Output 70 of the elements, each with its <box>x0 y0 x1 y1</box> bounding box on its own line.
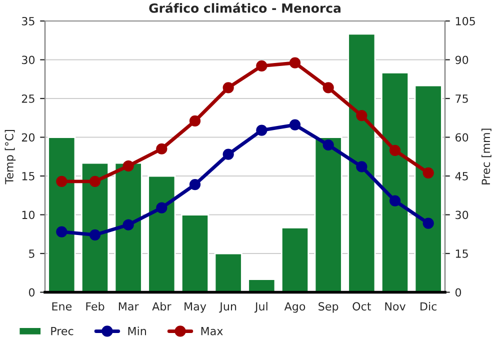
bar <box>348 33 376 292</box>
bar <box>280 226 310 292</box>
x-tick-label: May <box>184 302 206 313</box>
y-tick-label: 5 <box>29 250 34 258</box>
y2-tick-label: 90 <box>455 56 468 64</box>
y-tick-label: 35 <box>22 16 34 26</box>
point <box>189 178 201 190</box>
x-tick-label: Jul <box>254 302 268 313</box>
point <box>156 202 168 214</box>
bar <box>248 278 276 292</box>
y-tick-label: 25 <box>22 94 34 103</box>
chart-title: Gráfico climático - Menorca <box>149 2 340 13</box>
x-tick-label: Sep <box>318 302 338 313</box>
point <box>389 144 401 156</box>
y2-tick-label: 45 <box>455 172 468 180</box>
point <box>56 226 68 238</box>
point <box>89 229 101 240</box>
point <box>322 139 334 151</box>
point <box>56 176 68 187</box>
point <box>256 60 268 72</box>
x-tick-label: Jun <box>219 302 236 313</box>
bar <box>214 252 242 292</box>
point <box>322 82 334 94</box>
bar <box>180 214 210 292</box>
y2-tick-label: 0 <box>455 288 462 297</box>
x-tick-label: Ene <box>52 302 72 311</box>
legend-label: Prec <box>51 327 74 336</box>
y2-axis-title: Prec [mm] <box>481 128 492 184</box>
bar <box>414 84 442 292</box>
point <box>89 176 101 187</box>
point <box>289 119 301 130</box>
x-tick-label: Nov <box>385 302 406 311</box>
bar <box>314 136 342 292</box>
point <box>122 219 134 230</box>
y2-tick-label: 30 <box>456 210 468 220</box>
point <box>289 57 301 68</box>
x-tick-label: Oct <box>352 302 372 311</box>
y2-tick-label: 105 <box>456 16 475 26</box>
point <box>222 82 234 94</box>
point <box>356 161 368 172</box>
y2-tick-label: 60 <box>456 133 468 142</box>
y-axis-title: Temp [°C] <box>4 130 16 184</box>
y-tick-label: 20 <box>22 133 35 142</box>
point <box>122 160 134 172</box>
x-tick-label: Feb <box>86 302 104 311</box>
y-tick-label: 15 <box>22 172 34 180</box>
bar <box>48 136 76 292</box>
bar <box>80 162 110 292</box>
y-tick-label: 0 <box>28 288 35 297</box>
y2-tick-label: 15 <box>456 250 468 258</box>
legend-label: Max <box>201 327 223 336</box>
bar <box>380 72 410 292</box>
point <box>156 143 168 154</box>
point <box>422 218 434 229</box>
y-tick-label: 10 <box>22 210 35 220</box>
legend-label: Min <box>128 326 146 336</box>
bar <box>114 162 142 292</box>
x-tick-label: Ago <box>284 302 306 313</box>
bar <box>148 175 176 292</box>
y-tick-label: 30 <box>22 56 35 64</box>
point <box>222 148 234 160</box>
x-tick-label: Abr <box>152 302 172 311</box>
point <box>389 195 401 206</box>
y2-tick-label: 75 <box>456 94 468 103</box>
point <box>256 124 268 136</box>
x-tick-label: Dic <box>420 302 437 311</box>
point <box>189 115 201 127</box>
point <box>422 167 434 178</box>
point <box>356 110 368 122</box>
x-tick-label: Mar <box>118 302 139 311</box>
